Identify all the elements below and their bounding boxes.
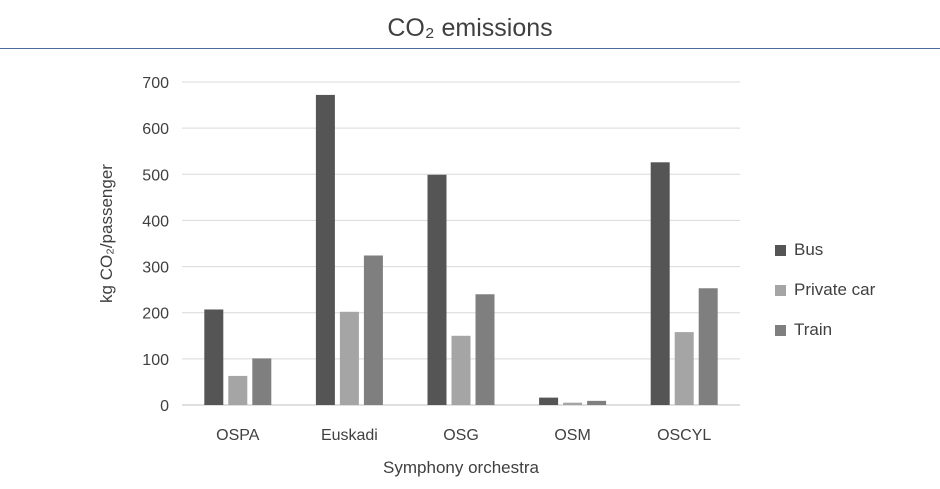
legend-item: Private car — [775, 270, 875, 310]
header-rule — [0, 48, 940, 49]
bar-bus — [315, 94, 335, 406]
bar-train — [587, 400, 607, 405]
y-tick-label: 500 — [142, 167, 169, 184]
y-tick-label: 700 — [142, 75, 169, 92]
x-tick-label: OSCYL — [657, 427, 711, 444]
legend-item: Train — [775, 310, 875, 350]
y-tick-label: 600 — [142, 121, 169, 138]
legend-label: Train — [794, 320, 833, 339]
bar-bus — [650, 162, 670, 405]
bar-train — [252, 358, 272, 405]
legend-label: Private car — [794, 280, 876, 299]
chart-title: CO₂ emissions — [387, 14, 553, 42]
x-tick-label: OSM — [554, 427, 590, 444]
y-tick-label: 200 — [142, 306, 169, 323]
bar-private-car — [451, 335, 471, 405]
x-tick-label: Euskadi — [321, 427, 378, 444]
bar-private-car — [674, 332, 694, 405]
bar-bus — [539, 397, 559, 405]
legend-label: Bus — [794, 240, 824, 259]
legend-swatch — [775, 244, 786, 256]
bar-bus — [427, 174, 447, 405]
y-tick-label: 100 — [142, 352, 169, 369]
x-tick-label: OSPA — [216, 427, 260, 444]
legend-swatch — [775, 324, 786, 336]
y-tick-label: 400 — [142, 213, 169, 230]
x-tick-label: OSG — [443, 427, 479, 444]
bar-private-car — [228, 375, 248, 405]
chart-legend: Bus Private car Train — [775, 230, 875, 350]
bar-train — [475, 294, 495, 405]
legend-swatch — [775, 284, 786, 296]
bar-private-car — [339, 311, 359, 405]
x-axis-title: Symphony orchestra — [383, 458, 539, 477]
y-axis-title: kg CO₂/passenger — [97, 164, 116, 303]
bar-train — [698, 288, 718, 405]
legend-item: Bus — [775, 230, 875, 270]
bar-train — [363, 255, 383, 405]
bar-private-car — [563, 402, 583, 405]
y-tick-label: 0 — [160, 398, 169, 415]
bar-bus — [204, 309, 224, 405]
y-tick-label: 300 — [142, 260, 169, 277]
